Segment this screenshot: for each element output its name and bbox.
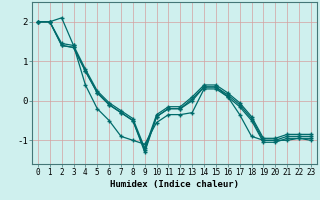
X-axis label: Humidex (Indice chaleur): Humidex (Indice chaleur) <box>110 180 239 189</box>
